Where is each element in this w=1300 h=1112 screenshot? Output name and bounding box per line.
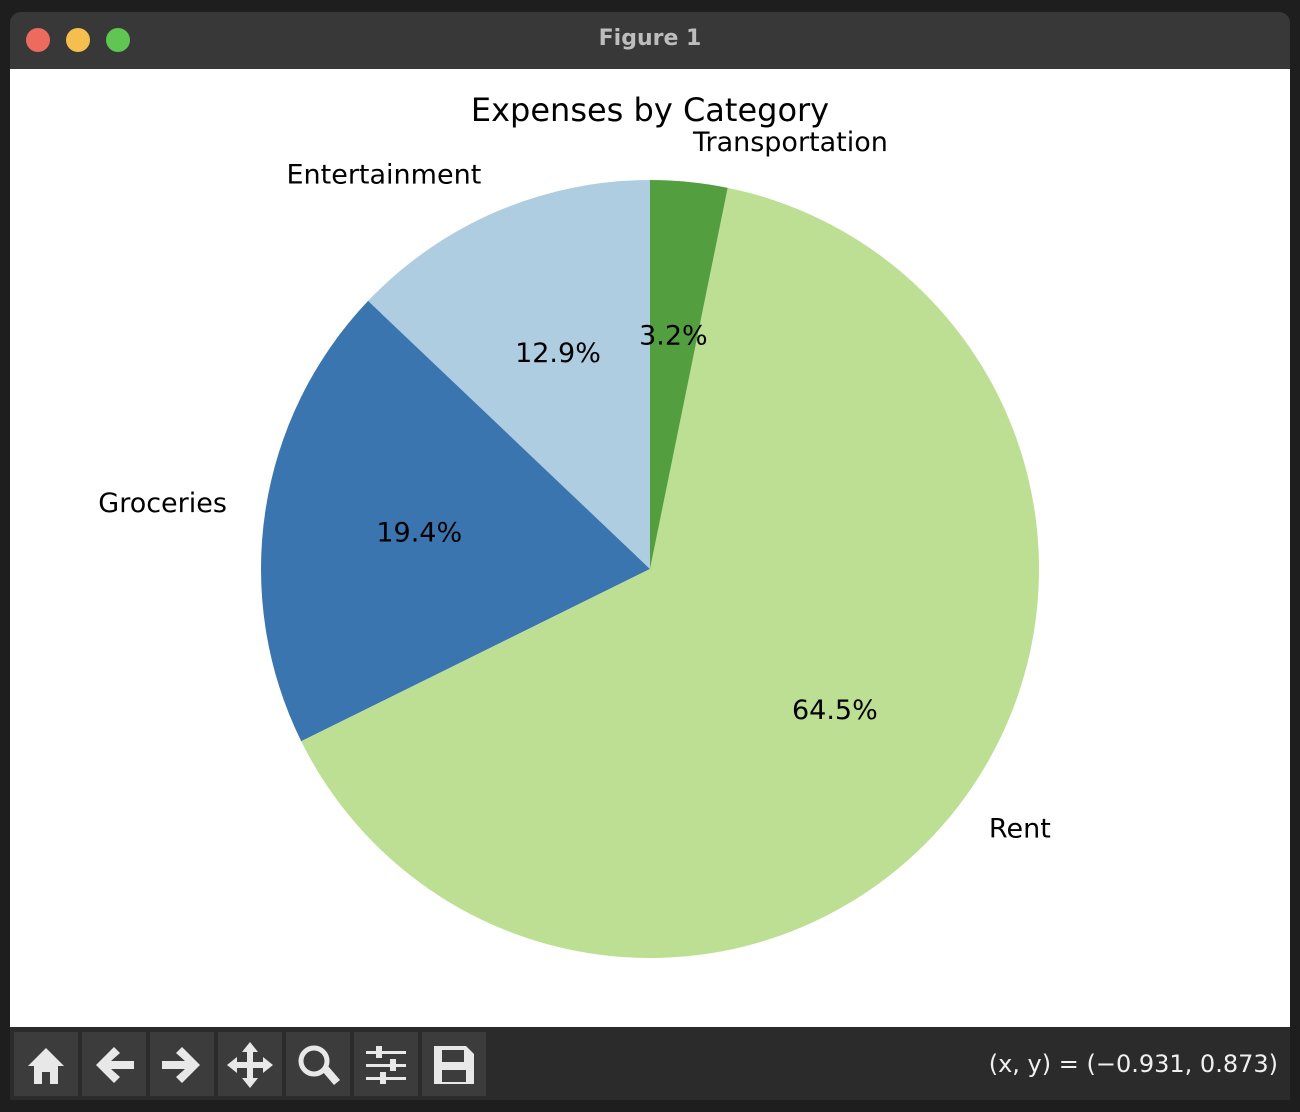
title-bar-base xyxy=(10,50,1290,69)
category-label: Rent xyxy=(989,814,1051,845)
minimize-button[interactable] xyxy=(66,28,90,52)
percent-label: 3.2% xyxy=(639,320,708,351)
percent-label: 19.4% xyxy=(376,517,462,548)
percent-label: 12.9% xyxy=(515,338,601,369)
zoom-tool-button[interactable] xyxy=(286,1032,350,1096)
zoom-button[interactable] xyxy=(106,28,130,52)
status-coordinates: (x, y) = (−0.931, 0.873) xyxy=(989,1050,1278,1078)
pie-wedge xyxy=(650,180,728,569)
save-button[interactable] xyxy=(422,1032,486,1096)
pan-button[interactable] xyxy=(218,1032,282,1096)
category-label: Entertainment xyxy=(286,159,481,190)
window-title: Figure 1 xyxy=(599,26,702,51)
pie-wedge xyxy=(368,180,650,569)
pie-wedge xyxy=(260,300,650,742)
percent-label: 64.5% xyxy=(792,695,878,726)
back-button[interactable] xyxy=(82,1032,146,1096)
chart-title: Expenses by Category xyxy=(471,91,829,129)
close-button[interactable] xyxy=(26,28,50,52)
pie-wedge xyxy=(301,187,1039,959)
category-label: Groceries xyxy=(98,488,227,519)
category-label: Transportation xyxy=(692,127,888,158)
forward-button[interactable] xyxy=(150,1032,214,1096)
configure-button[interactable] xyxy=(354,1032,418,1096)
home-button[interactable] xyxy=(14,1032,78,1096)
